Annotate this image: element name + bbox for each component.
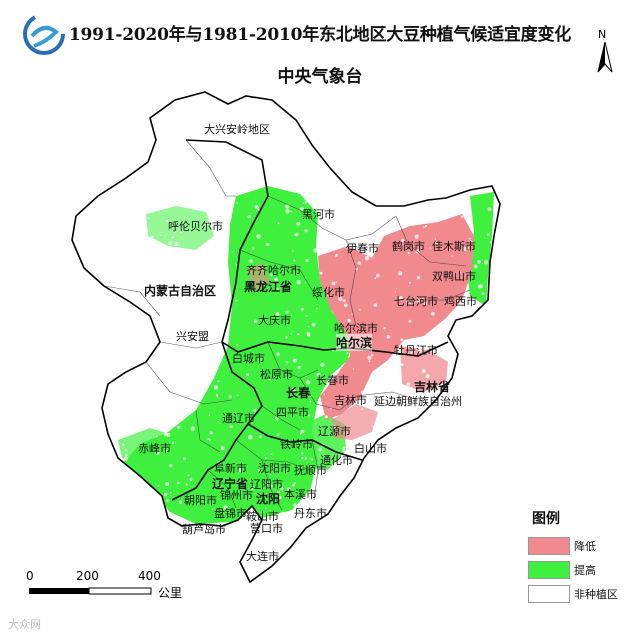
capital-label-haerbin: 哈尔滨: [336, 334, 373, 351]
watermark: 大众网: [8, 618, 41, 631]
place-label: 白城市: [232, 352, 265, 365]
place-label: 大连市: [246, 550, 279, 563]
province-label-jilin: 吉林省: [414, 380, 451, 394]
cma-logo-icon: [23, 13, 65, 55]
place-label: 葫芦岛市: [182, 523, 226, 536]
place-label: 鹤岗市: [392, 240, 425, 253]
north-arrow-icon: [597, 41, 613, 73]
place-label: 七台河市: [394, 295, 438, 308]
capital-label-shenyang: 沈阳: [256, 492, 281, 506]
scale-tick-200: 200: [76, 569, 99, 583]
place-label: 齐齐哈尔市: [246, 264, 301, 277]
place-label: 辽阳市: [250, 478, 283, 491]
province-label-neimenggu: 内蒙古自治区: [144, 284, 217, 298]
place-label: 丹东市: [294, 507, 327, 520]
suitability-layer: [118, 178, 500, 528]
place-label: 沈阳市: [258, 462, 291, 475]
place-label: 大庆市: [258, 314, 291, 327]
place-label: 吉林市: [334, 394, 367, 407]
province-label-liaoning: 辽宁省: [212, 477, 249, 491]
place-label: 黑河市: [302, 208, 335, 221]
place-label: 佳木斯市: [432, 240, 476, 253]
place-label: 白山市: [354, 442, 387, 455]
place-label: 营口市: [250, 522, 283, 535]
legend-swatch-nonplanting: [528, 585, 570, 603]
place-label: 呼伦贝尔市: [168, 220, 223, 233]
decrease-area: [246, 214, 474, 440]
place-label: 双鸭山市: [432, 270, 476, 283]
place-label: 辽源市: [318, 425, 351, 438]
legend-title: 图例: [532, 511, 560, 527]
province-label-heilongjiang: 黑龙江省: [244, 280, 293, 294]
capital-label-changchun: 长春: [286, 386, 311, 400]
place-label: 赤峰市: [138, 442, 171, 455]
north-label: N: [598, 28, 607, 41]
legend-label-nonplanting: 非种植区: [574, 588, 618, 601]
place-label: 哈尔滨市: [334, 322, 378, 335]
place-label: 鞍山市: [246, 510, 279, 523]
place-label: 伊春市: [346, 242, 379, 255]
place-label: 鸡西市: [444, 295, 477, 308]
place-label: 铁岭市: [280, 438, 313, 451]
place-label: 阜新市: [214, 462, 247, 475]
legend-label-increase: 提高: [574, 564, 596, 577]
place-label: 通化市: [320, 454, 353, 467]
place-label: 四平市: [276, 406, 309, 419]
place-label: 本溪市: [284, 488, 317, 501]
city-boundaries: [103, 139, 471, 511]
scale-tick-0: 0: [26, 569, 34, 583]
place-label: 兴安盟: [176, 330, 209, 343]
map-subtitle: 中央气象台: [277, 67, 363, 87]
place-label: 延边朝鲜族自治州: [374, 395, 462, 408]
place-label: 绥化市: [312, 286, 345, 299]
legend-label-decrease: 降低: [574, 540, 596, 553]
place-label: 盘锦市: [214, 507, 247, 520]
place-label: 锦州市: [220, 489, 253, 502]
map-title: 1991-2020年与1981-2010年东北地区大豆种植气候适宜度变化: [68, 25, 572, 45]
legend-swatch-increase: [528, 561, 570, 579]
place-label: 牡丹江市: [394, 344, 438, 357]
place-label: 长春市: [316, 374, 349, 387]
scale-unit: 公里: [158, 586, 183, 600]
place-label: 通辽市: [222, 412, 255, 425]
place-label: 松原市: [260, 368, 293, 381]
scale-tick-400: 400: [138, 569, 161, 583]
place-label: 大兴安岭地区: [204, 123, 270, 136]
scale-bar: [29, 587, 152, 595]
place-label: 抚顺市: [294, 464, 327, 477]
place-label: 朝阳市: [184, 494, 217, 507]
legend-swatch-decrease: [528, 537, 570, 555]
